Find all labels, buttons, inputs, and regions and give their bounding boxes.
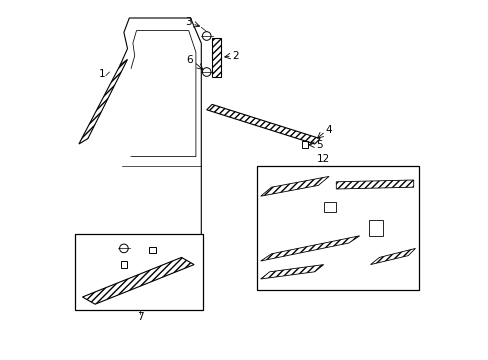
Text: 3: 3 [185,17,192,27]
Text: 10: 10 [100,243,113,253]
Bar [257,166,418,290]
Text: 11: 11 [147,285,160,295]
Bar [121,261,127,268]
Bar [301,141,307,148]
Text: 1: 1 [99,69,105,79]
Bar [75,234,203,310]
Text: 6: 6 [186,55,193,66]
Text: 8: 8 [103,260,110,270]
Text: 7: 7 [137,312,143,322]
Text: 4: 4 [325,125,332,135]
Bar [149,247,156,253]
Text: 2: 2 [232,51,238,61]
Text: 5: 5 [315,140,322,150]
Text: 9: 9 [161,245,167,255]
Text: 12: 12 [316,154,330,164]
